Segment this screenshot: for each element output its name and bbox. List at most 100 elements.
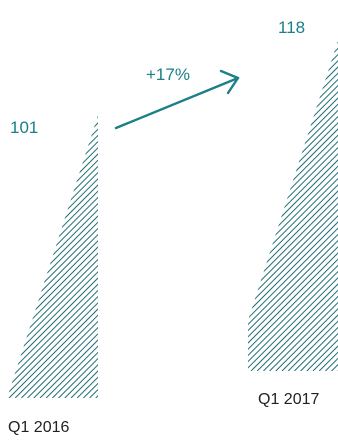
bar-hatch-line [248,40,338,371]
bar-hatch-line [256,40,338,371]
bar-hatch-line [8,115,98,398]
bar-hatch-line [8,115,98,398]
value-label-q1-2017: 118 [278,18,305,37]
bar-hatch-line [8,115,98,398]
bar-hatch-line [8,115,21,398]
bar-hatch-line [14,115,98,398]
bar-hatch-line [8,115,83,398]
bar-q1-2016 [8,95,338,398]
bar-hatch-line [8,115,98,398]
bar-hatch-line [8,115,71,398]
bar-hatch-line [8,115,34,398]
bar-hatch-line [248,40,338,371]
bar-hatch-line [8,115,98,398]
bar-hatch-line [248,40,338,371]
bar-hatch-line [8,115,58,398]
bar-hatch-line [108,95,338,398]
bar-hatch-line [248,40,249,371]
bar-hatch-line [8,115,98,398]
bar-hatch-line [8,115,98,398]
bar-hatch-line [8,115,98,398]
bar-hatch-line [8,115,46,398]
bar-hatch-line [70,115,98,398]
category-label-q1-2016: Q1 2016 [8,419,69,436]
bar-hatch-line [8,115,98,398]
bar-hatch-line [248,40,338,371]
change-percent-label: +17% [146,65,190,84]
bar-hatch-line [248,40,338,371]
bar-hatch-line [8,115,98,398]
bar-hatch-line [8,115,98,398]
bar-hatch-line [8,115,98,398]
bar-hatch-line [248,40,338,371]
category-label-q1-2017: Q1 2017 [258,391,319,408]
bar-hatch-line [8,115,98,398]
bar-hatch-line [33,115,98,398]
bar-hatch-line [8,115,98,398]
bar-hatch-line [8,115,27,398]
bar-hatch-line [8,115,9,398]
bar-hatch-line [250,40,338,371]
bar-hatch-line [8,115,98,398]
bar-hatch-line [248,40,338,371]
bar-hatch-line [248,40,338,371]
bar-hatch-line [248,40,338,371]
bar-hatch-line [76,115,98,398]
bar-hatch-line [8,115,98,398]
change-arrow [114,69,240,130]
bar-hatch-line [8,115,98,398]
bar-hatch-line [8,115,98,398]
bar-hatch-line [269,40,338,371]
bar-hatch-line [21,115,98,398]
bar-hatch-line [248,40,338,371]
bar-hatch-line [27,115,98,398]
bar-hatch-line [248,40,338,371]
bar-hatch-line [8,115,40,398]
bar-hatch-line [8,115,98,398]
value-label-q1-2016: 101 [10,118,38,137]
bar-hatch-line [8,115,98,398]
bar-hatch-line [248,40,274,371]
bar-hatch-line [248,40,338,371]
bar-hatch-line [248,40,280,371]
bar-hatch-line [58,115,98,398]
bar-hatch-line [248,40,338,371]
bar-hatch-line [263,40,338,371]
bar-hatch-line [248,40,338,371]
bar-hatch-line [8,115,77,398]
bar-hatch-line [8,115,98,398]
bar-hatch-line [8,115,98,398]
bar-hatch-line [248,40,338,371]
bar-hatch-line [8,115,98,398]
bar-hatch-line [102,95,338,398]
bar-hatch-line [248,40,338,371]
bar-hatch-line [8,115,98,398]
bar-hatch-line [248,40,255,371]
bar-hatch-line [248,40,338,371]
bar-hatch-line [8,115,98,398]
bar-hatch-line [248,40,338,371]
bar-hatch-line [45,115,98,398]
bar-hatch-line [248,40,286,371]
bar-hatch-line [114,95,338,398]
bar-hatch-line [8,115,98,398]
bar-hatch-line [248,40,338,371]
bar-hatch-line [8,115,98,398]
bar-hatch-line [8,115,98,398]
bar-hatch-line [64,115,98,398]
bar-hatch-line [8,115,96,398]
bar-hatch-line [275,40,338,371]
bar-hatch-line [8,115,98,398]
bar-hatch-line [248,40,338,371]
bar-hatch-line [248,40,338,371]
bar-hatch-line [8,115,89,398]
bar-hatch-line [248,40,338,371]
bar-hatch-line [8,115,98,398]
bar-hatch-line [39,115,98,398]
bar-hatch-line [248,40,338,371]
bar-hatch-line [248,40,338,371]
bar-hatch-line [8,115,52,398]
bar-hatch-line [248,40,338,371]
bar-hatch-line [8,115,15,398]
